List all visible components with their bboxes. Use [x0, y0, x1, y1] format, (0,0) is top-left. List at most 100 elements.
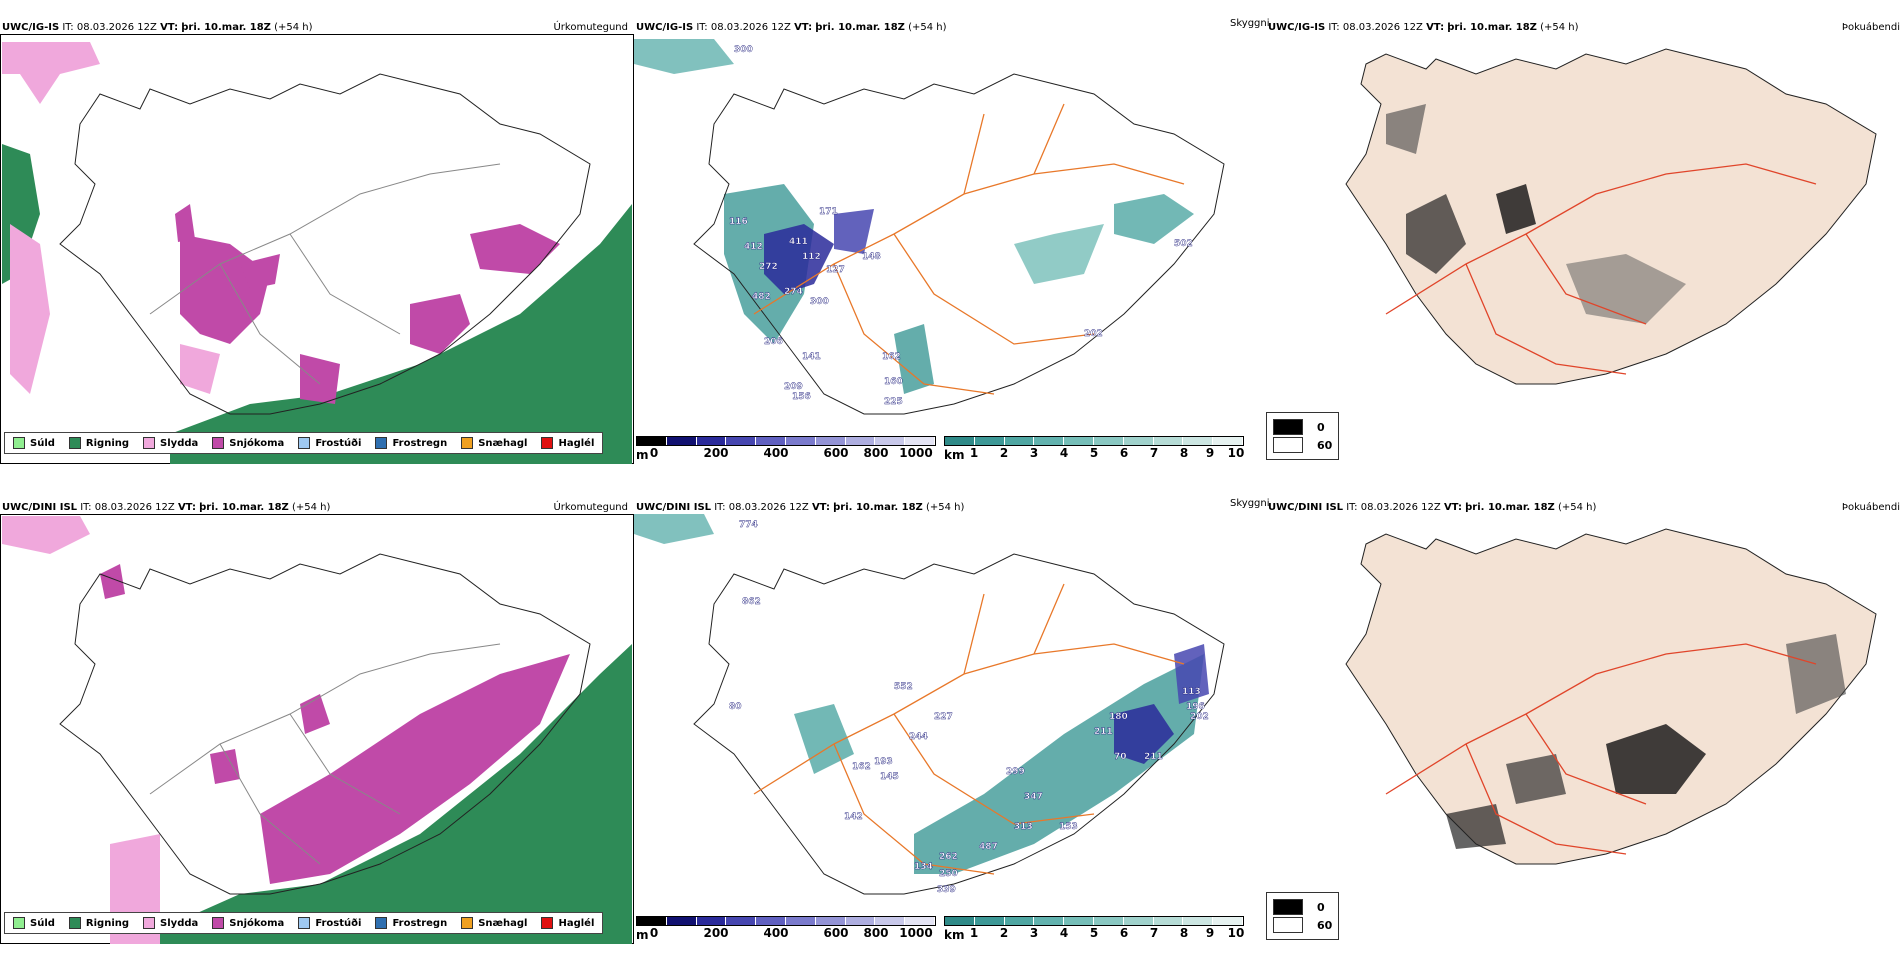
fog-legend-item: 0 — [1273, 899, 1332, 915]
value-label: 116 — [729, 217, 748, 227]
precip-panel-top: UWC/IG-IS IT: 08.03.2026 12Z VT: þri. 10… — [0, 14, 634, 474]
panel-header: UWC/DINI ISL IT: 08.03.2026 12Z VT: þri.… — [1268, 502, 1597, 513]
snow-area — [410, 294, 470, 354]
fog-map-bottom — [1345, 528, 1877, 865]
value-label: 209 — [784, 382, 803, 392]
legend-swatch — [541, 437, 554, 449]
legend-item: Frostúði — [298, 917, 361, 929]
colorbar — [944, 436, 1244, 446]
fog-legend-item: 60 — [1273, 917, 1332, 933]
coastline — [59, 73, 591, 415]
precip-panel-bottom: UWC/DINI ISL IT: 08.03.2026 12Z VT: þri.… — [0, 494, 634, 954]
value-label: 862 — [742, 597, 761, 607]
value-label: 411 — [789, 237, 808, 247]
coastline — [693, 553, 1225, 895]
cloudbase-colorbar: 0 200 400 600 800 1000 m — [636, 916, 936, 942]
panel-header: UWC/IG-IS IT: 08.03.2026 12Z VT: þri. 10… — [2, 22, 313, 33]
legend-item: Haglél — [541, 917, 594, 929]
tick-label: 9 — [1205, 446, 1215, 460]
fog-area — [1606, 724, 1706, 794]
panel-title: Þokuábendi — [1841, 22, 1900, 33]
visibility-area — [914, 654, 1204, 874]
snow-area — [210, 749, 240, 784]
tick-label: 0 — [649, 446, 659, 460]
fog-legend: 0 60 — [1266, 892, 1340, 940]
fog-area — [1506, 754, 1566, 804]
legend-swatch — [1273, 437, 1303, 453]
panel-title: Skyggni — [1230, 498, 1270, 509]
value-label: 206 — [764, 337, 783, 347]
legend-swatch — [143, 917, 156, 929]
value-label: 202 — [1084, 329, 1103, 339]
tick-label: 9 — [1205, 926, 1215, 940]
legend-swatch — [1273, 917, 1303, 933]
value-label: 153 — [1059, 822, 1078, 832]
colorbar — [636, 436, 936, 446]
precip-legend: Súld Rigning Slydda Snjókoma Frostúði Fr… — [4, 912, 604, 934]
value-label: 127 — [826, 265, 845, 275]
tick-label: 400 — [763, 446, 789, 460]
legend-item: Frostúði — [298, 437, 361, 449]
legend-item: Súld — [13, 437, 55, 449]
sleet-area — [10, 224, 50, 394]
value-label: 552 — [894, 682, 913, 692]
tick-label: 10 — [1227, 446, 1245, 460]
legend-swatch — [298, 917, 311, 929]
value-label: 145 — [880, 772, 899, 782]
cloud-panel-bottom: UWC/DINI ISL IT: 08.03.2026 12Z VT: þri.… — [634, 494, 1270, 954]
fog-area — [1496, 184, 1536, 234]
visibility-colorbar: 1 2 3 4 5 6 7 8 9 10 km — [944, 436, 1245, 462]
cloudbase-area — [1174, 644, 1209, 704]
tick-label: 5 — [1089, 926, 1099, 940]
legend-swatch — [541, 917, 554, 929]
value-label: 482 — [752, 292, 771, 302]
colorbar-ticks: 1 2 3 4 5 6 7 8 9 10 — [944, 926, 1245, 940]
legend-item: Snjókoma — [212, 437, 284, 449]
value-label: 142 — [844, 812, 863, 822]
value-label: 227 — [934, 712, 953, 722]
tick-label: 7 — [1149, 446, 1159, 460]
legend-item: Súld — [13, 917, 55, 929]
value-label: 171 — [819, 207, 838, 217]
tick-label: 200 — [703, 446, 729, 460]
roads — [753, 583, 1185, 875]
cloudbase-area — [834, 209, 874, 254]
legend-item: Snjókoma — [212, 917, 284, 929]
legend-swatch — [1273, 899, 1303, 915]
tick-label: 200 — [703, 926, 729, 940]
legend-swatch — [375, 917, 388, 929]
roads — [1385, 643, 1817, 855]
tick-label: 800 — [863, 926, 889, 940]
roads — [149, 643, 501, 865]
colorbar-ticks: 1 2 3 4 5 6 7 8 9 10 — [944, 446, 1245, 460]
value-label: 160 — [884, 377, 903, 387]
snow-area — [260, 654, 570, 884]
coastline — [59, 553, 591, 895]
value-label: 202 — [1190, 712, 1209, 722]
snow-area — [240, 254, 280, 289]
value-label: 148 — [862, 252, 881, 262]
tick-label: 7 — [1149, 926, 1159, 940]
value-label: 774 — [739, 520, 758, 530]
value-label: 502 — [1174, 239, 1193, 249]
land — [1345, 528, 1877, 865]
legend-swatch — [461, 437, 474, 449]
legend-item: Slydda — [143, 437, 198, 449]
fog-legend-item: 60 — [1273, 437, 1332, 453]
value-label: 347 — [1024, 792, 1043, 802]
panel-title: Skyggni — [1230, 18, 1270, 29]
rain-area — [170, 204, 632, 464]
tick-label: 5 — [1089, 446, 1099, 460]
value-label: 211 — [1144, 752, 1163, 762]
visibility-area — [894, 324, 934, 394]
legend-item: Frostregn — [375, 437, 447, 449]
legend-item: Slydda — [143, 917, 198, 929]
land — [1345, 48, 1877, 385]
cloudbase-area — [764, 224, 834, 294]
legend-item: Rigning — [68, 437, 129, 449]
panel-header: UWC/IG-IS IT: 08.03.2026 12Z VT: þri. 10… — [1268, 22, 1579, 33]
colorbar-ticks: 0 200 400 600 800 1000 — [636, 926, 936, 940]
tick-label: 400 — [763, 926, 789, 940]
value-label: 113 — [1182, 687, 1201, 697]
